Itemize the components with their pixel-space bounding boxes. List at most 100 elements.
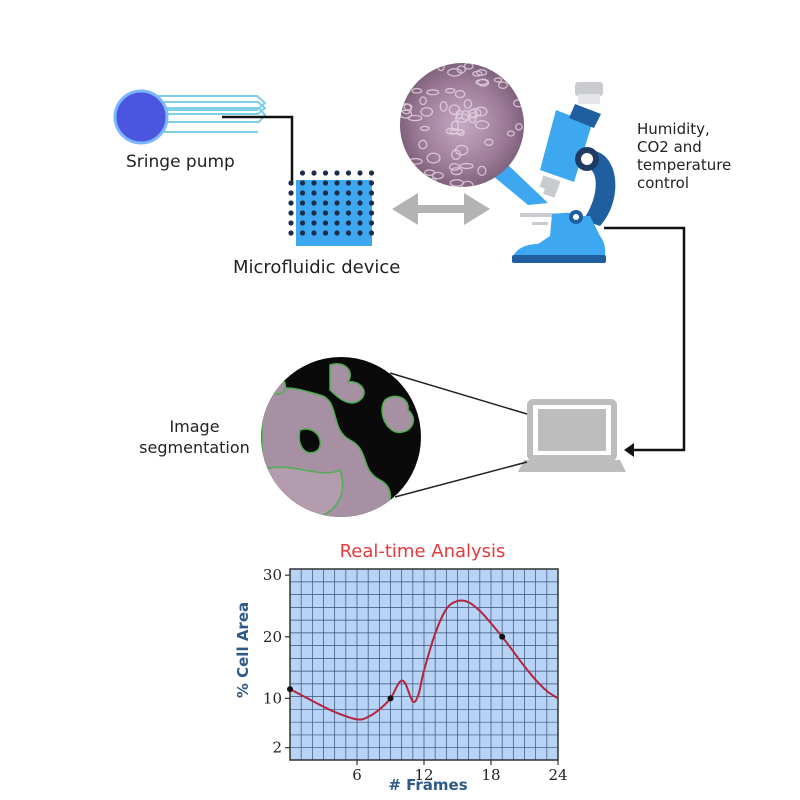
x-tick-label: 6 (352, 766, 362, 784)
microfluidic-chip-icon (288, 170, 375, 246)
segmentation-line-1: Image (169, 417, 220, 436)
chip-dot (345, 200, 352, 206)
chip-dot (322, 220, 329, 226)
chip-dot (322, 180, 329, 186)
cell-shape (455, 113, 470, 123)
data-point (287, 686, 293, 693)
chip-dot (311, 220, 317, 226)
cell-shape (420, 106, 434, 117)
series-line (290, 599, 558, 721)
cell-shape (426, 89, 440, 96)
chart-title: Real-time Analysis (339, 541, 506, 562)
cell-shape (450, 120, 459, 132)
x-tick-label: 18 (481, 766, 500, 784)
syringe-pump-icon (113, 89, 294, 185)
environment-line-4: control (637, 174, 689, 192)
microscope-view (400, 63, 548, 205)
x-tick-label: 12 (414, 766, 433, 784)
chip-dot (368, 200, 375, 206)
cell-shape (472, 70, 483, 77)
chip-dot (311, 190, 317, 196)
chart: 6 12 18 24 2 10 20 30 # Frames % Cell Area (234, 566, 568, 794)
chip-dot (357, 230, 363, 236)
chip-dot (345, 210, 352, 216)
cell-shape (431, 171, 444, 180)
chip-dot (345, 170, 352, 176)
chip-dot (322, 190, 329, 196)
chip-dot (357, 200, 363, 206)
chip-dot (345, 230, 352, 236)
y-tick-label: 10 (263, 689, 282, 707)
environment-line-2: CO2 and (637, 138, 702, 156)
chip-dot (299, 190, 306, 196)
chip-dot (299, 210, 306, 216)
cell-shape (493, 77, 503, 83)
cell-shape (506, 130, 515, 137)
y-tick-label: 20 (263, 628, 282, 646)
cell-shape (474, 120, 490, 130)
microscope-icon (512, 82, 616, 263)
chip-dot (311, 230, 317, 236)
chip-dot (368, 170, 375, 176)
chip-dot (334, 170, 340, 176)
cell-shape (419, 96, 427, 106)
chip-dot (334, 210, 340, 216)
chip-dot (322, 230, 329, 236)
laptop-icon (518, 399, 626, 472)
cell-shape (477, 165, 487, 176)
chip-dot (288, 220, 294, 226)
chip-dot (288, 200, 294, 206)
data-point (387, 695, 394, 702)
y-tick-label: 30 (263, 566, 282, 584)
chip-dot (368, 190, 375, 196)
chip-dot (322, 200, 329, 206)
cell-shape (444, 87, 456, 94)
chip-dot (334, 180, 340, 186)
segmentation-view (261, 357, 421, 517)
cell-shape (459, 162, 474, 170)
chip-dot (288, 180, 294, 186)
chip-dot (299, 170, 306, 176)
cell-shape (415, 181, 427, 187)
chip-dot (357, 180, 363, 186)
cell-shape (475, 78, 489, 86)
segmentation-line-2: segmentation (139, 438, 250, 457)
chip-dot (299, 180, 306, 186)
cell-shape (474, 106, 488, 117)
data-point (499, 633, 506, 640)
cell-shape (461, 180, 474, 187)
cell-shape (449, 128, 464, 135)
cell-shape (450, 167, 463, 176)
chip-dot (288, 230, 294, 236)
cell-shape (448, 162, 460, 171)
cell-shape (414, 63, 430, 75)
chip-dot (288, 210, 294, 216)
chip-dot (357, 220, 363, 226)
image-segmentation-label: Image segmentation (127, 416, 262, 458)
chip-dot (299, 220, 306, 226)
x-axis-label: # Frames (388, 776, 467, 794)
cell-shape (426, 152, 441, 164)
cell-shape (454, 89, 466, 99)
cell-shape (416, 64, 425, 71)
chip-dot (357, 190, 363, 196)
chip-dot (357, 210, 363, 216)
environment-line-3: temperature (637, 156, 732, 174)
chip-dot (288, 190, 294, 196)
chip-dot (311, 200, 317, 206)
chip-dot (334, 200, 340, 206)
chip-dot (357, 170, 363, 176)
chip-dot (311, 210, 317, 216)
chip-dot (345, 180, 352, 186)
chip-dot (345, 220, 352, 226)
cell-shape (515, 122, 523, 131)
x-tick-label: 24 (548, 766, 567, 784)
cell-shape (418, 139, 428, 150)
cell-shape (419, 125, 430, 132)
environment-line-1: Humidity, (637, 120, 710, 138)
cell-shape (463, 98, 473, 109)
chip-dot (368, 210, 375, 216)
chip-dot (322, 210, 329, 216)
chip-dot (334, 220, 340, 226)
